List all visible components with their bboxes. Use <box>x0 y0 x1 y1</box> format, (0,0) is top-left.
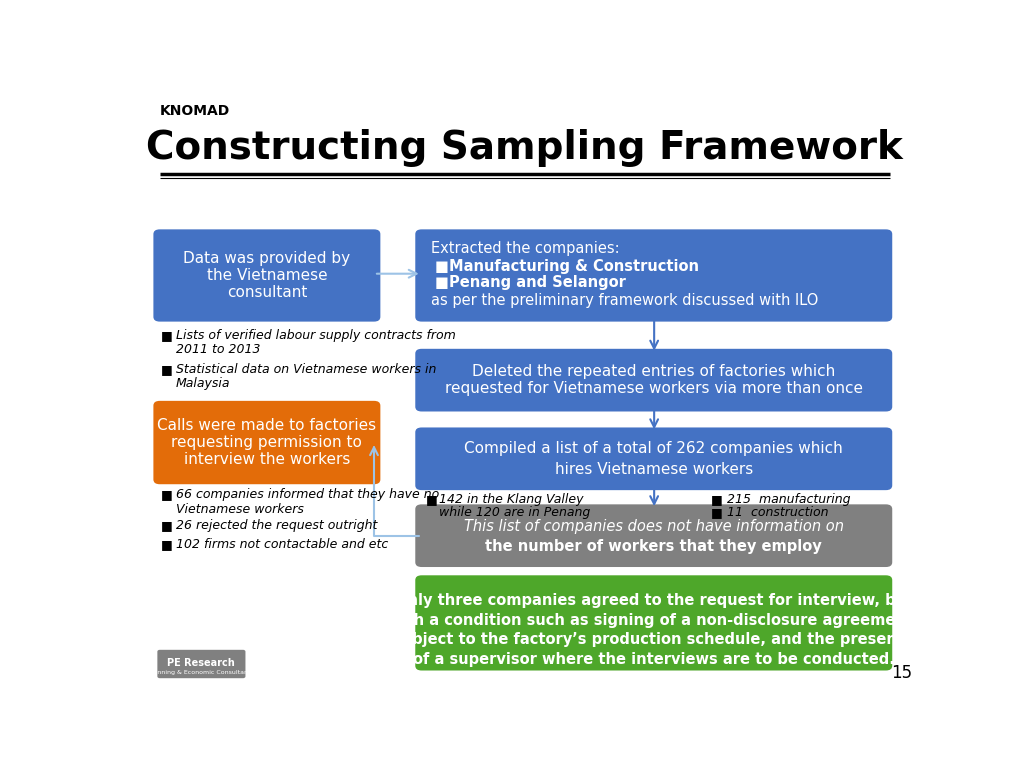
Text: ■: ■ <box>162 488 173 502</box>
Text: This list of companies does not have information on: This list of companies does not have inf… <box>464 518 844 534</box>
Text: ■: ■ <box>162 538 173 551</box>
Text: of a supervisor where the interviews are to be conducted.: of a supervisor where the interviews are… <box>413 651 895 667</box>
Text: 102 firms not contactable and etc: 102 firms not contactable and etc <box>176 538 388 551</box>
FancyBboxPatch shape <box>416 230 892 322</box>
FancyBboxPatch shape <box>416 575 892 670</box>
Text: ■: ■ <box>712 506 723 519</box>
FancyBboxPatch shape <box>154 230 380 322</box>
Text: 2011 to 2013: 2011 to 2013 <box>176 343 260 356</box>
Text: Vietnamese workers: Vietnamese workers <box>176 502 303 515</box>
Text: Compiled a list of a total of 262 companies which: Compiled a list of a total of 262 compan… <box>465 441 843 455</box>
Text: ■: ■ <box>162 519 173 532</box>
Text: ■: ■ <box>435 276 449 290</box>
Text: Statistical data on Vietnamese workers in: Statistical data on Vietnamese workers i… <box>176 363 436 376</box>
Text: Calls were made to factories
requesting permission to
interview the workers: Calls were made to factories requesting … <box>158 418 377 468</box>
FancyBboxPatch shape <box>154 401 380 485</box>
Text: hires Vietnamese workers: hires Vietnamese workers <box>555 462 753 477</box>
Text: ■: ■ <box>162 363 173 376</box>
Text: 142 in the Klang Valley: 142 in the Klang Valley <box>439 493 584 506</box>
Text: Malaysia: Malaysia <box>176 377 230 390</box>
Text: with a condition such as signing of a non-disclosure agreement,: with a condition such as signing of a no… <box>388 613 920 627</box>
FancyBboxPatch shape <box>416 505 892 567</box>
Text: PE Research: PE Research <box>167 658 234 668</box>
FancyBboxPatch shape <box>158 650 246 678</box>
Text: Manufacturing & Construction: Manufacturing & Construction <box>449 259 698 274</box>
Text: 26 rejected the request outright: 26 rejected the request outright <box>176 519 377 532</box>
Text: 215  manufacturing: 215 manufacturing <box>727 493 851 506</box>
Text: 11  construction: 11 construction <box>727 506 828 519</box>
Text: Lists of verified labour supply contracts from: Lists of verified labour supply contract… <box>176 329 456 342</box>
FancyBboxPatch shape <box>416 349 892 412</box>
Text: Planning & Economic Consultants: Planning & Economic Consultants <box>148 670 254 675</box>
Text: as per the preliminary framework discussed with ILO: as per the preliminary framework discuss… <box>431 293 818 308</box>
Text: ■: ■ <box>162 329 173 342</box>
Text: Only three companies agreed to the request for interview, but: Only three companies agreed to the reque… <box>394 593 912 608</box>
Text: while 120 are in Penang: while 120 are in Penang <box>439 506 591 519</box>
FancyBboxPatch shape <box>416 428 892 490</box>
Text: KNOMAD: KNOMAD <box>160 104 230 118</box>
Text: ■: ■ <box>712 493 723 506</box>
Text: Extracted the companies:: Extracted the companies: <box>431 241 620 257</box>
Text: ■: ■ <box>435 259 449 274</box>
Text: 66 companies informed that they have no: 66 companies informed that they have no <box>176 488 439 502</box>
Text: Penang and Selangor: Penang and Selangor <box>449 276 626 290</box>
Text: Deleted the repeated entries of factories which
requested for Vietnamese workers: Deleted the repeated entries of factorie… <box>444 364 863 396</box>
Text: Constructing Sampling Framework: Constructing Sampling Framework <box>146 129 903 167</box>
Text: 15: 15 <box>891 664 912 682</box>
Text: subject to the factory’s production schedule, and the presence: subject to the factory’s production sche… <box>392 632 915 647</box>
Text: the number of workers that they employ: the number of workers that they employ <box>485 539 822 554</box>
Text: ■: ■ <box>426 493 437 506</box>
Text: Data was provided by
the Vietnamese
consultant: Data was provided by the Vietnamese cons… <box>183 250 350 300</box>
